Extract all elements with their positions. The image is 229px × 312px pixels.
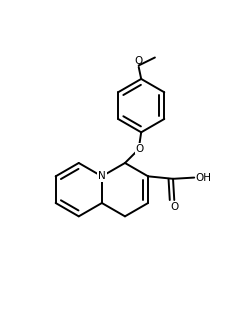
Text: O: O [134,56,142,66]
Text: O: O [169,202,178,212]
Text: N: N [98,171,105,181]
Text: OH: OH [194,173,210,183]
Text: O: O [134,144,143,154]
